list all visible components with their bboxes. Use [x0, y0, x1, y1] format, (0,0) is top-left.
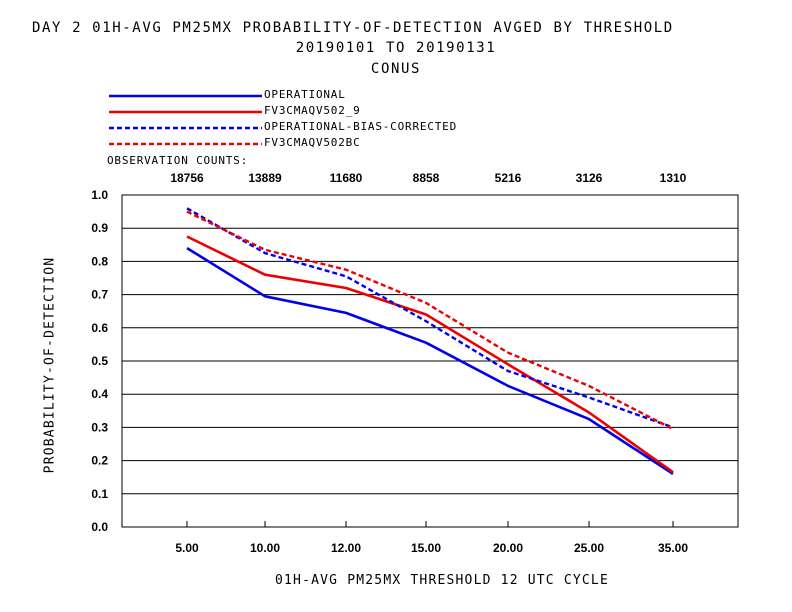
x-tick-label: 12.00	[331, 541, 361, 555]
series-line	[186, 246, 674, 475]
legend-label: FV3CMAQV502BC	[264, 136, 361, 149]
chart-subtitle-dates: 20190101 TO 20190131	[295, 40, 497, 56]
series-lines	[186, 207, 674, 475]
observation-count: 18756	[170, 171, 204, 185]
observation-count: 3126	[576, 171, 603, 185]
y-tick-label: 0.3	[91, 420, 108, 434]
observation-count: 11680	[330, 171, 363, 185]
series-line	[186, 210, 674, 431]
chart-region: CONUS	[370, 61, 422, 77]
y-axis-label: PROBABILITY-OF-DETECTION	[42, 256, 58, 474]
x-tick-label: 15.00	[411, 541, 441, 555]
y-tick-label: 0.1	[91, 487, 108, 501]
observation-counts-title: OBSERVATION COUNTS:	[107, 154, 249, 167]
y-tick-label: 0.0	[91, 520, 108, 534]
y-tick-label: 0.4	[91, 387, 108, 401]
x-tick-label: 5.00	[175, 541, 199, 555]
legend-label: OPERATIONAL-BIAS-CORRECTED	[264, 120, 457, 133]
y-tick-label: 0.2	[91, 454, 108, 468]
series-line	[186, 207, 674, 429]
observation-count: 5216	[495, 171, 522, 185]
y-tick-labels: 0.0 0.1 0.2 0.3 0.4 0.5 0.6 0.7 0.8 0.9 1.0	[91, 188, 108, 534]
observation-count: 13889	[248, 171, 282, 185]
series-line	[186, 235, 674, 474]
grid-lines	[122, 194, 738, 528]
x-axis-label: 01H-AVG PM25MX THRESHOLD 12 UTC CYCLE	[275, 573, 609, 588]
y-tick-label: 0.8	[91, 254, 108, 268]
x-tick-label: 25.00	[574, 541, 604, 555]
x-tick-label: 10.00	[250, 541, 280, 555]
x-tick-labels: 5.00 10.00 12.00 15.00 20.00 25.00 35.00	[175, 541, 688, 555]
observation-counts: 18756 13889 11680 8858 5216 3126 1310	[170, 171, 686, 185]
legend-label: OPERATIONAL	[264, 88, 346, 101]
y-tick-label: 0.7	[91, 288, 108, 302]
legend-label: FV3CMAQV502_9	[264, 104, 361, 117]
y-tick-label: 0.9	[91, 221, 108, 235]
y-tick-label: 1.0	[91, 188, 108, 202]
chart-title: DAY 2 01H-AVG PM25MX PROBABILITY-OF-DETE…	[32, 20, 674, 36]
plot-frame	[121, 194, 739, 528]
x-tick-label: 20.00	[493, 541, 523, 555]
y-tick-label: 0.6	[91, 321, 108, 335]
x-tick-label: 35.00	[658, 541, 688, 555]
observation-count: 1310	[660, 171, 687, 185]
legend-lines	[109, 94, 262, 146]
observation-count: 8858	[413, 171, 440, 185]
y-tick-label: 0.5	[91, 354, 108, 368]
